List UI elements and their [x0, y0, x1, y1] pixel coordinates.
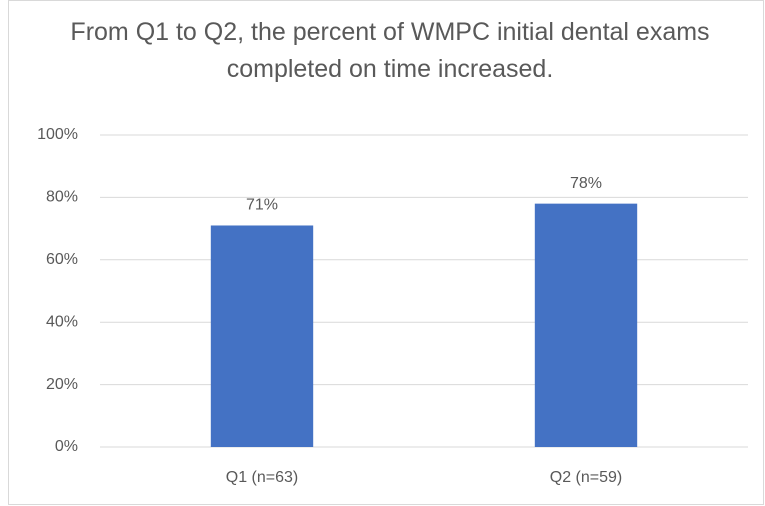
bar — [534, 203, 638, 447]
data-label: 71% — [246, 197, 278, 214]
y-tick-label: 20% — [46, 376, 78, 393]
y-tick-label: 40% — [46, 313, 78, 330]
x-tick-label: Q2 (n=59) — [550, 469, 622, 486]
y-tick-label: 0% — [55, 438, 78, 455]
x-tick-label: Q1 (n=63) — [226, 469, 298, 486]
y-tick-label: 100% — [37, 126, 78, 143]
data-label: 78% — [570, 175, 602, 192]
bar — [210, 225, 314, 447]
chart-border — [8, 0, 764, 505]
y-tick-label: 80% — [46, 189, 78, 206]
y-tick-label: 60% — [46, 251, 78, 268]
chart-title: From Q1 to Q2, the percent of WMPC initi… — [70, 18, 710, 83]
